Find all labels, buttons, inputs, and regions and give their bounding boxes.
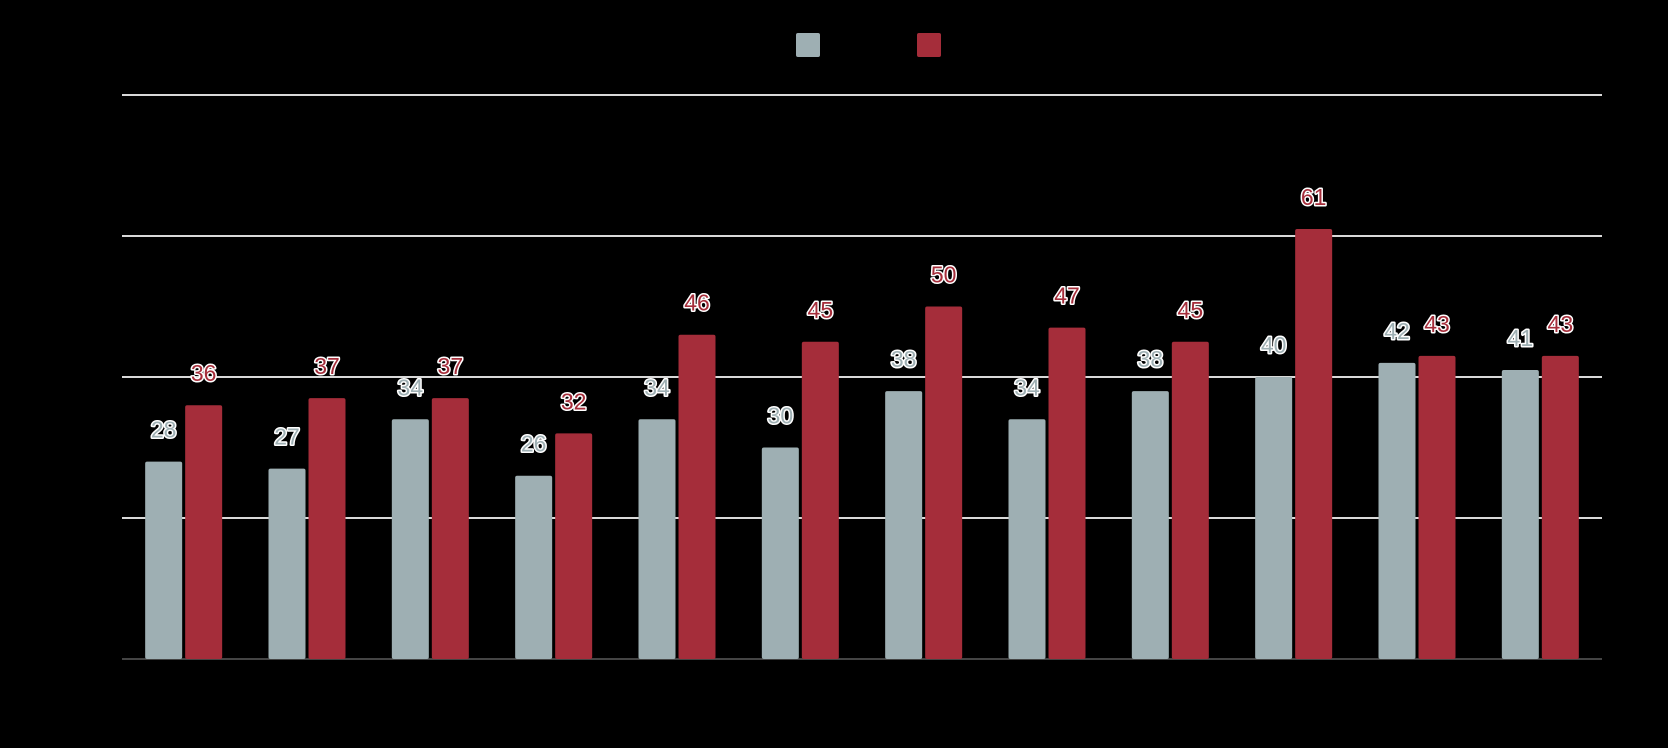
legend xyxy=(796,33,941,57)
bar-series2-4 xyxy=(555,433,593,659)
data-label-series1-9: 38 xyxy=(1138,346,1164,372)
legend-swatch-2 xyxy=(917,33,941,57)
data-label-series1-5: 34 xyxy=(644,374,670,400)
bar-series2-5 xyxy=(678,334,716,659)
data-label-series1-2: 27 xyxy=(274,424,300,450)
bars xyxy=(145,228,1579,659)
data-label-series1-8: 34 xyxy=(1014,374,1040,400)
bar-series2-9 xyxy=(1171,341,1209,659)
data-label-series2-11: 43 xyxy=(1424,311,1450,337)
gridlines xyxy=(122,94,1602,660)
data-label-series2-3: 37 xyxy=(438,353,464,379)
bar-series2-7 xyxy=(925,306,963,659)
bar-series1-10 xyxy=(1255,377,1293,659)
data-label-series1-10: 40 xyxy=(1261,332,1287,358)
bar-series2-1 xyxy=(185,405,223,659)
data-label-series1-6: 30 xyxy=(768,403,794,429)
bar-series1-12 xyxy=(1501,369,1539,659)
bar-series1-1 xyxy=(145,461,183,659)
data-label-series2-7: 50 xyxy=(931,262,957,288)
bar-series1-3 xyxy=(391,419,429,659)
data-labels: 28 27 34 26 34 30 38 34 38 40 42 41 36 37 37 32 46 45 50 47… xyxy=(149,182,1574,458)
bar-series1-11 xyxy=(1378,362,1416,659)
bar-series2-2 xyxy=(308,398,346,659)
data-label-series2-10: 61 xyxy=(1301,184,1327,210)
bar-series2-11 xyxy=(1418,355,1456,659)
data-label-series2-9: 45 xyxy=(1178,297,1204,323)
bar-series2-12 xyxy=(1541,355,1579,659)
bar-series1-9 xyxy=(1131,391,1169,659)
data-label-series1-7: 38 xyxy=(891,346,917,372)
data-label-series2-8: 47 xyxy=(1054,283,1080,309)
data-label-series2-1: 36 xyxy=(191,360,217,386)
bar-series1-6 xyxy=(761,447,799,659)
data-label-series2-12: 43 xyxy=(1548,311,1574,337)
bar-series2-10 xyxy=(1295,228,1333,659)
data-label-series2-5: 46 xyxy=(684,290,710,316)
bar-series1-2 xyxy=(268,468,306,659)
data-label-series1-3: 34 xyxy=(398,374,424,400)
bar-series1-5 xyxy=(638,419,676,659)
data-label-series2-2: 37 xyxy=(314,353,340,379)
data-label-series1-4: 26 xyxy=(521,431,547,457)
bar-series2-6 xyxy=(801,341,839,659)
data-label-series2-4: 32 xyxy=(561,388,587,414)
data-label-series1-11: 42 xyxy=(1384,318,1410,344)
bar-series1-8 xyxy=(1008,419,1046,659)
bar-series1-4 xyxy=(515,475,553,659)
legend-swatch-1 xyxy=(796,33,820,57)
data-label-series1-1: 28 xyxy=(151,417,177,443)
data-label-series1-12: 41 xyxy=(1508,325,1534,351)
bar-series2-8 xyxy=(1048,327,1086,659)
bar-series1-7 xyxy=(885,391,923,659)
data-label-series2-6: 45 xyxy=(808,297,834,323)
bar-series2-3 xyxy=(431,398,469,659)
